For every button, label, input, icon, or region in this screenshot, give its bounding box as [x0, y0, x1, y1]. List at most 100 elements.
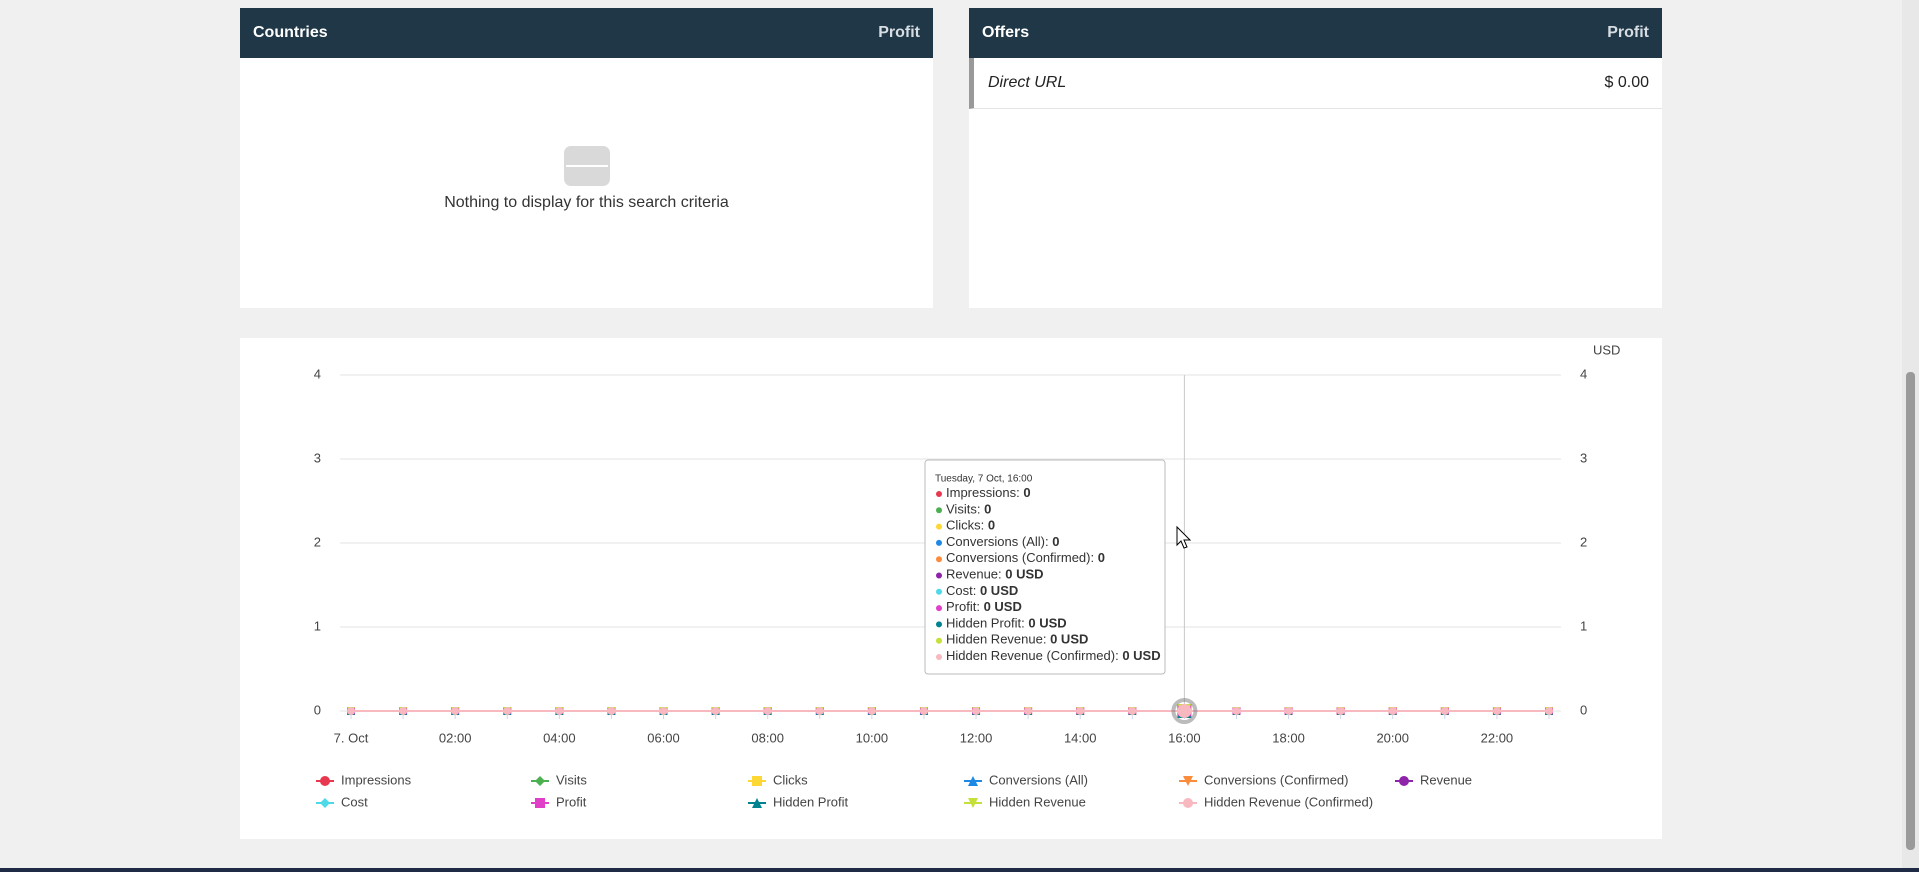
bottom-bar	[0, 868, 1919, 872]
tooltip-bullet	[936, 539, 942, 546]
tooltip-bullet	[936, 572, 942, 579]
y2-tick-label: 1	[1580, 618, 1587, 633]
legend-label[interactable]: Cost	[341, 794, 368, 809]
y2-tick-label: 0	[1580, 702, 1587, 717]
metric-label[interactable]: Profit	[1607, 24, 1649, 41]
countries-panel: Countries Profit Nothing to display for t…	[240, 8, 933, 308]
offers-panel: Offers Profit Direct URL $ 0.00	[969, 8, 1662, 308]
tooltip-item: Visits: 0	[946, 502, 991, 517]
legend-label[interactable]: Hidden Profit	[773, 794, 849, 809]
legend-marker	[968, 776, 978, 786]
offer-row[interactable]: Direct URL $ 0.00	[969, 58, 1662, 109]
tooltip-bullet	[936, 621, 942, 628]
legend-label[interactable]: Clicks	[773, 772, 808, 787]
tooltip-name: Hidden Profit	[946, 616, 1022, 631]
y-tick-label: 3	[314, 450, 321, 465]
y2-tick-label: 2	[1580, 534, 1587, 549]
scrollbar[interactable]	[1902, 0, 1919, 868]
legend-label[interactable]: Visits	[556, 772, 587, 787]
x-tick-label: 14:00	[1064, 730, 1097, 745]
tooltip-value: 0	[1098, 551, 1105, 566]
tooltip-bullet	[936, 654, 942, 660]
legend-marker	[968, 798, 978, 808]
y-tick-label: 1	[314, 618, 321, 633]
y2-axis-title: USD	[1593, 342, 1620, 357]
tooltip-sep: :	[1115, 648, 1122, 663]
tooltip-name: Visits	[946, 502, 977, 517]
tooltip-sep: :	[973, 583, 980, 598]
tooltip-name: Impressions	[946, 485, 1017, 500]
legend-marker	[752, 798, 762, 808]
tooltip-name: Conversions (All)	[946, 534, 1045, 549]
legend-marker	[1399, 776, 1409, 786]
data-point	[347, 707, 355, 715]
legend-label[interactable]: Hidden Revenue	[989, 794, 1086, 809]
panel-title: Countries	[253, 24, 328, 41]
data-point	[399, 707, 408, 715]
x-tick-label: 08:00	[751, 730, 784, 745]
legend-label[interactable]: Conversions (Confirmed)	[1204, 772, 1349, 787]
tooltip-sep: :	[1016, 485, 1023, 500]
data-point	[815, 707, 824, 715]
tooltip-value: 0 USD	[980, 583, 1018, 598]
tooltip-name: Revenue	[946, 567, 998, 582]
panel-title: Offers	[982, 24, 1030, 41]
y2-tick-label: 3	[1580, 450, 1587, 465]
legend-marker	[535, 776, 545, 786]
tooltip-value: 0 USD	[984, 600, 1022, 615]
tooltip-item: Revenue: 0 USD	[946, 567, 1044, 582]
tooltip-sep: :	[1091, 551, 1098, 566]
legend-label[interactable]: Conversions (All)	[989, 772, 1088, 787]
tooltip-box	[924, 459, 1166, 675]
tooltip-value: 0	[988, 518, 995, 533]
tooltip-item: Cost: 0 USD	[946, 583, 1018, 598]
panel-header: Offers Profit	[969, 8, 1662, 58]
y-tick-label: 0	[314, 702, 321, 717]
tooltip-sep: :	[976, 600, 983, 615]
tooltip-value: 0	[1023, 485, 1030, 500]
empty-state: Nothing to display for this search crite…	[240, 146, 933, 212]
x-tick-label: 06:00	[647, 730, 680, 745]
x-tick-label: 10:00	[856, 730, 889, 745]
legend-label[interactable]: Profit	[556, 794, 587, 809]
tooltip-bullet	[936, 556, 942, 563]
data-point	[1232, 707, 1241, 715]
tooltip-value: 0 USD	[1050, 632, 1088, 647]
tooltip-name: Hidden Revenue (Confirmed)	[946, 648, 1115, 663]
legend-label[interactable]: Hidden Revenue (Confirmed)	[1204, 794, 1373, 809]
legend-marker	[320, 798, 330, 808]
tooltip-value: 0 USD	[1122, 648, 1160, 663]
data-point	[1128, 707, 1137, 715]
data-point	[1076, 707, 1085, 715]
legend-label[interactable]: Impressions	[341, 772, 412, 787]
empty-icon	[563, 146, 610, 186]
x-tick-label: 02:00	[439, 730, 472, 745]
data-point	[867, 707, 876, 715]
tooltip-bullet	[936, 491, 942, 497]
y-tick-label: 2	[314, 534, 321, 549]
tooltip-sep: :	[981, 518, 988, 533]
tooltip-item: Hidden Revenue (Confirmed): 0 USD	[946, 648, 1161, 663]
x-tick-label: 04:00	[543, 730, 576, 745]
data-point	[1545, 707, 1553, 715]
tooltip-sep: :	[1043, 632, 1050, 647]
data-point	[972, 707, 981, 715]
data-point	[763, 707, 772, 715]
tooltip-bullet	[936, 588, 942, 595]
tooltip-item: Conversions (All): 0	[946, 534, 1059, 549]
tooltip-sep: :	[998, 567, 1005, 582]
scrollbar-thumb[interactable]	[1906, 372, 1915, 850]
tooltip-bullet	[936, 507, 942, 514]
tooltip-value: 0	[1052, 534, 1059, 549]
x-tick-label: 20:00	[1376, 730, 1409, 745]
data-point	[451, 707, 460, 715]
data-point	[711, 707, 720, 715]
legend-marker	[752, 776, 762, 786]
legend-label[interactable]: Revenue	[1420, 772, 1472, 787]
legend-marker	[1183, 776, 1193, 786]
y2-tick-label: 4	[1580, 366, 1587, 381]
x-tick-label: 18:00	[1272, 730, 1305, 745]
metric-label[interactable]: Profit	[878, 24, 920, 41]
